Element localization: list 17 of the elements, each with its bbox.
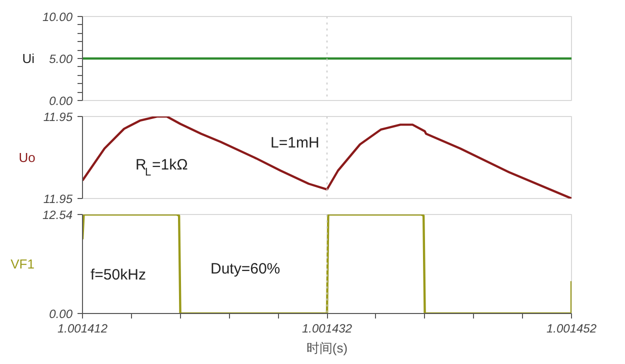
y-tick-label: 0.00 bbox=[49, 94, 73, 108]
x-tick-label: 1.001432 bbox=[302, 322, 352, 336]
y-axis-title: Ui bbox=[22, 51, 35, 66]
text: 11.95 bbox=[43, 192, 73, 206]
text: 11.95 bbox=[43, 110, 73, 124]
y-tick-label: 10.00 bbox=[42, 10, 73, 24]
annotation: Duty=60% bbox=[210, 260, 280, 278]
x-axis-title: 时间(s) bbox=[306, 340, 348, 356]
x-tick-label: 1.001452 bbox=[546, 322, 597, 336]
y-tick-label: 12.54 bbox=[42, 208, 73, 222]
y-axis-title: VF1 bbox=[10, 256, 34, 272]
y-axis-title: Uo bbox=[18, 150, 36, 165]
annotation: f=50kHz bbox=[90, 266, 146, 284]
annotation: L=1mH bbox=[270, 134, 320, 152]
x-tick-label: 1.001412 bbox=[57, 322, 108, 336]
y-tick-label: 0.00 bbox=[49, 307, 73, 321]
y-tick-label: 5.00 bbox=[49, 52, 73, 66]
